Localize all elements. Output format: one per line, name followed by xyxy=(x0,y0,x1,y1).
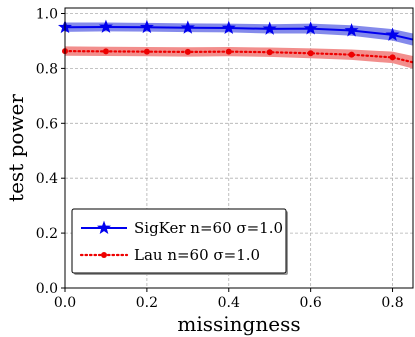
series-0-point xyxy=(180,20,195,34)
x-tick-label: 0.0 xyxy=(54,295,76,311)
series-0-point xyxy=(303,21,318,35)
series-0-point xyxy=(98,19,113,33)
legend-label: SigKer n=60 σ=1.0 xyxy=(134,219,283,237)
series-1-point xyxy=(143,48,150,55)
series-1-point xyxy=(389,54,396,61)
y-tick-label: 0.2 xyxy=(36,226,58,242)
series-0-line xyxy=(64,25,414,41)
series-markers xyxy=(57,19,400,61)
series-1-point xyxy=(266,49,273,56)
legend-swatch-marker xyxy=(96,220,112,234)
series-lines xyxy=(63,25,415,64)
series-1-line xyxy=(63,49,415,64)
y-axis-label: test power xyxy=(4,94,28,202)
series-0-point xyxy=(139,19,154,34)
y-tick-label: 0.0 xyxy=(36,281,58,297)
legend-box xyxy=(71,208,287,274)
y-tick-label: 1.0 xyxy=(36,6,58,22)
x-tick-label: 0.6 xyxy=(300,295,322,311)
series-0-point xyxy=(385,27,400,41)
series-1-point xyxy=(225,48,232,55)
y-tick-label: 0.6 xyxy=(36,116,58,132)
legend-label: Lau n=60 σ=1.0 xyxy=(134,246,260,264)
series-1-point xyxy=(348,51,355,58)
x-tick-label: 0.4 xyxy=(218,295,240,311)
y-axis-ticks: 0.0 0.2 0.4 0.6 0.8 1.0 xyxy=(36,6,65,297)
x-tick-label: 0.8 xyxy=(381,295,403,311)
series-0-point xyxy=(262,21,277,35)
series-0-point xyxy=(344,23,359,37)
series-1-point xyxy=(102,48,109,55)
series-1-point xyxy=(184,48,191,55)
legend-swatch-marker xyxy=(101,252,107,258)
y-tick-label: 0.8 xyxy=(36,61,58,77)
legend: SigKer n=60 σ=1.0 Lau n=60 σ=1.0 xyxy=(71,208,288,275)
series-0-point xyxy=(221,20,236,35)
x-tick-label: 0.2 xyxy=(136,295,158,311)
y-tick-label: 0.4 xyxy=(36,171,58,187)
series-1-point xyxy=(307,50,314,57)
x-axis-ticks: 0.0 0.2 0.4 0.6 0.8 xyxy=(54,288,404,311)
plot-frame xyxy=(64,7,414,289)
x-axis-label: missingness xyxy=(177,312,300,336)
